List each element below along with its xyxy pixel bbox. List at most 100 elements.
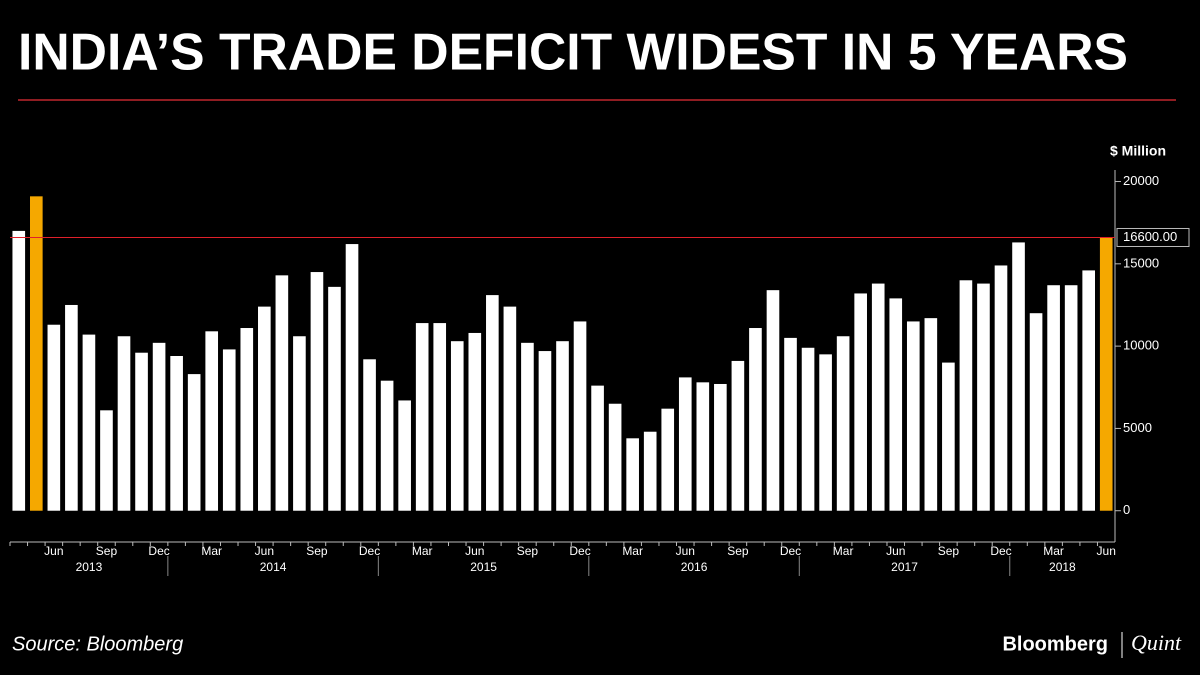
bar <box>608 403 622 511</box>
reference-label-box <box>1116 227 1190 247</box>
bar <box>398 400 411 511</box>
bar <box>749 328 762 511</box>
bar <box>521 342 534 511</box>
bar <box>363 359 376 511</box>
bar <box>1047 285 1060 511</box>
x-tick-label: Sep <box>938 544 960 558</box>
y-tick-label: 10000 <box>1123 338 1159 353</box>
bar <box>784 337 797 511</box>
bar <box>187 374 201 511</box>
brand: Quint <box>1131 630 1182 655</box>
bar <box>433 323 447 511</box>
bar <box>152 342 166 511</box>
x-tick-label: Jun <box>255 544 274 558</box>
bar <box>12 230 26 511</box>
x-tick-label: Dec <box>148 544 169 558</box>
bar <box>65 304 78 511</box>
bar <box>117 336 131 511</box>
bar <box>222 349 236 511</box>
reference-label: 16600.00 <box>1123 229 1177 244</box>
bar <box>871 283 885 511</box>
y-tick-label: 0 <box>1123 502 1130 517</box>
bar <box>310 272 324 511</box>
x-tick-label: Jun <box>676 544 695 558</box>
bar <box>819 354 832 511</box>
bar <box>415 323 429 511</box>
bar <box>801 347 815 511</box>
bar <box>889 298 903 511</box>
y-tick-label: 15000 <box>1123 255 1159 270</box>
bar <box>678 377 692 511</box>
bar <box>556 341 569 511</box>
bar <box>573 321 587 511</box>
year-label: 2014 <box>260 560 287 574</box>
bar <box>977 283 990 511</box>
x-tick-label: Sep <box>96 544 118 558</box>
x-tick-label: Dec <box>780 544 801 558</box>
bar <box>643 431 657 511</box>
x-tick-label: Jun <box>1097 544 1116 558</box>
bar <box>942 362 955 511</box>
bar <box>1029 313 1043 511</box>
bar <box>1082 270 1096 511</box>
bar <box>854 293 867 511</box>
x-tick-label: Dec <box>359 544 380 558</box>
x-tick-label: Jun <box>465 544 484 558</box>
bar <box>345 244 359 511</box>
bar <box>450 341 464 511</box>
bar <box>275 275 289 511</box>
bar <box>135 352 148 511</box>
bar <box>1012 242 1025 511</box>
bar <box>29 196 43 511</box>
x-tick-label: Sep <box>727 544 749 558</box>
x-tick-label: Dec <box>569 544 590 558</box>
x-tick-label: Mar <box>1043 544 1064 558</box>
bar <box>731 360 745 511</box>
bar <box>328 286 341 511</box>
bar <box>906 321 920 511</box>
bar <box>1099 237 1113 511</box>
bar <box>47 324 61 511</box>
y-tick-label: 20000 <box>1123 173 1159 188</box>
bar <box>170 356 183 511</box>
x-tick-label: Sep <box>517 544 539 558</box>
bar <box>380 380 394 511</box>
year-label: 2018 <box>1049 560 1076 574</box>
x-tick-label: Mar <box>412 544 433 558</box>
x-tick-label: Mar <box>622 544 643 558</box>
bar <box>503 306 517 511</box>
bar <box>959 280 973 511</box>
bar <box>766 290 780 511</box>
bar <box>100 410 113 511</box>
x-tick-label: Jun <box>886 544 905 558</box>
bar <box>538 351 552 511</box>
bar <box>696 382 710 511</box>
bar <box>205 331 219 511</box>
source: Source: Bloomberg <box>12 633 183 655</box>
x-tick-label: Dec <box>990 544 1011 558</box>
bar <box>836 336 850 511</box>
year-label: 2017 <box>891 560 918 574</box>
bar <box>293 336 306 511</box>
bar <box>240 328 254 511</box>
bar <box>82 334 96 511</box>
year-label: 2013 <box>76 560 103 574</box>
bar <box>994 265 1008 511</box>
bar <box>486 295 499 511</box>
x-tick-label: Sep <box>306 544 328 558</box>
bar <box>468 332 482 511</box>
bar <box>258 306 271 511</box>
bar <box>661 408 675 511</box>
y-axis-label: $ Million <box>1110 143 1166 159</box>
bar <box>924 318 938 511</box>
y-tick-label: 5000 <box>1123 420 1152 435</box>
x-tick-label: Jun <box>44 544 63 558</box>
year-label: 2015 <box>470 560 497 574</box>
bar <box>714 383 727 511</box>
bar <box>591 385 604 511</box>
x-tick-label: Mar <box>833 544 854 558</box>
brand: Bloomberg <box>1002 633 1108 655</box>
bar <box>1064 285 1078 511</box>
chart-title: INDIA’S TRADE DEFICIT WIDEST IN 5 YEARS <box>18 24 1128 82</box>
